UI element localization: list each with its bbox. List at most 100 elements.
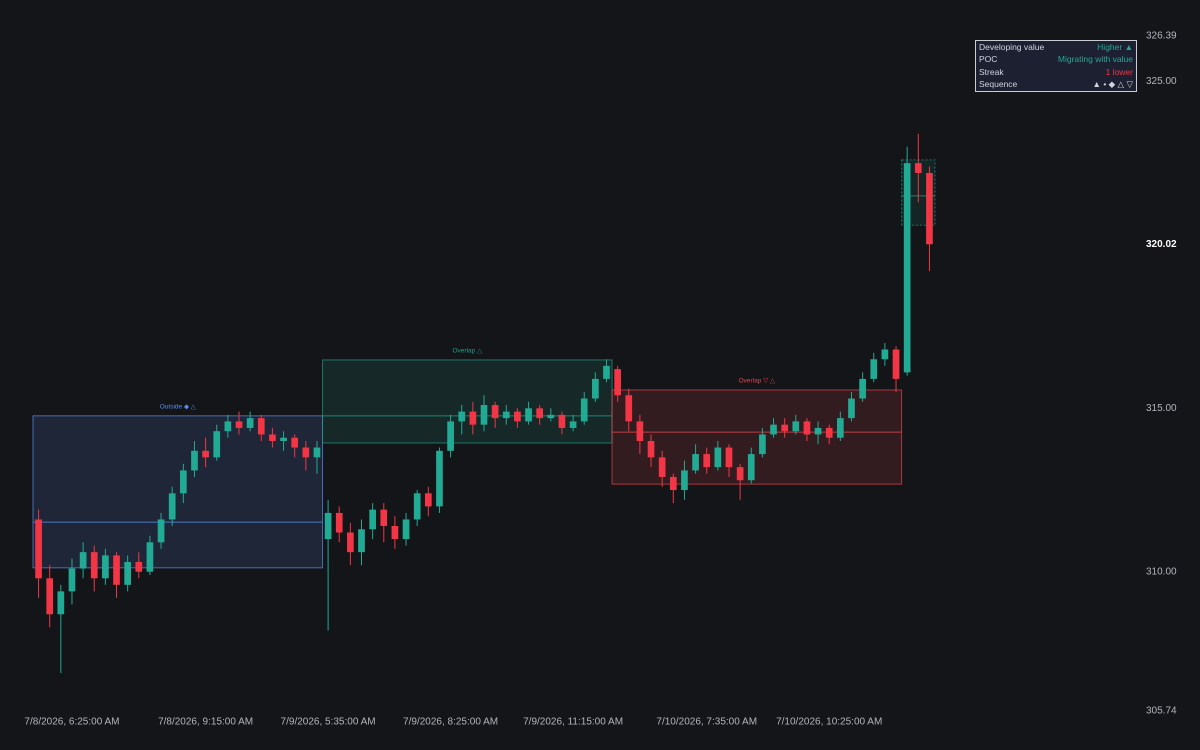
- status-value: ▲ • ◆ △ ▽: [1092, 79, 1133, 89]
- candle-body: [179, 470, 187, 494]
- candle-body: [35, 519, 42, 579]
- candle-body: [469, 411, 477, 425]
- candle-body: [569, 421, 577, 428]
- candle-body: [157, 519, 165, 543]
- candle-body: [658, 457, 666, 477]
- candle-body: [68, 568, 76, 592]
- candle-body: [926, 172, 933, 245]
- candle-body: [424, 493, 432, 507]
- candle-body: [703, 454, 711, 468]
- candle-body: [235, 421, 243, 428]
- y-tick-label: 310.00: [1146, 566, 1177, 577]
- candle-body: [681, 470, 688, 491]
- candle-body: [825, 427, 833, 438]
- candle-body: [837, 418, 844, 438]
- status-value: Migrating with value: [1057, 54, 1133, 64]
- candle-body: [669, 476, 677, 491]
- y-tick-label: 326.39: [1146, 31, 1177, 42]
- status-row: POC Migrating with value: [976, 54, 1136, 67]
- candle-body: [892, 349, 900, 379]
- candle-body: [725, 447, 733, 468]
- candle-body: [402, 519, 410, 540]
- status-row: Streak 1 lower: [976, 66, 1136, 79]
- candle-body: [291, 437, 299, 448]
- candle-body: [358, 529, 365, 553]
- status-value: Higher ▲: [1097, 41, 1133, 52]
- candle-body: [736, 467, 744, 481]
- y-tick-label: 315.00: [1146, 403, 1177, 414]
- last-price-label: 320.02: [1146, 239, 1177, 250]
- candle-body: [714, 447, 722, 468]
- status-value: 1 lower: [1105, 66, 1133, 77]
- candle-body: [636, 421, 644, 441]
- session-label: Outside ◆ △: [160, 404, 197, 411]
- candle-body: [90, 552, 98, 579]
- candle-body: [903, 163, 911, 373]
- value-area: [32, 415, 324, 569]
- candle-body: [335, 512, 343, 533]
- candle-body: [770, 424, 777, 435]
- candle-body: [391, 525, 399, 540]
- candle-body: [502, 411, 510, 419]
- candle-body: [547, 414, 555, 419]
- candle-body: [380, 509, 388, 526]
- x-tick-label: 7/9/2026, 5:35:00 AM: [281, 717, 376, 728]
- candle-body: [580, 398, 588, 422]
- candle-body: [759, 434, 766, 455]
- candle-body: [57, 591, 65, 615]
- candle-body: [914, 163, 922, 173]
- candle-body: [46, 578, 54, 615]
- candle-body: [168, 493, 176, 520]
- x-tick-label: 7/8/2026, 9:15:00 AM: [158, 717, 253, 728]
- x-tick-label: 7/9/2026, 11:15:00 AM: [523, 717, 623, 728]
- value-area: [611, 389, 903, 485]
- session-label: Overlap △: [453, 348, 484, 355]
- candle-body: [347, 532, 354, 553]
- candle-body: [692, 454, 699, 471]
- candle-body: [558, 414, 566, 428]
- candle-body: [480, 405, 488, 425]
- candle-body: [536, 408, 544, 419]
- candle-body: [458, 411, 466, 422]
- candle-body: [803, 421, 811, 435]
- candle-body: [603, 365, 610, 379]
- candle-body: [814, 427, 822, 435]
- candle-body: [102, 555, 109, 579]
- candle-body: [848, 398, 855, 419]
- status-label: POC: [979, 54, 998, 64]
- candle-body: [246, 418, 254, 428]
- status-label: Sequence: [979, 79, 1018, 89]
- candle-body: [525, 408, 532, 422]
- candle-body: [592, 378, 599, 399]
- candle-body: [436, 450, 443, 507]
- status-label: Developing value: [979, 41, 1045, 52]
- candle-body: [747, 454, 755, 481]
- candle-body: [191, 450, 198, 471]
- candle-body: [202, 450, 209, 458]
- y-tick-label: 305.74: [1146, 706, 1177, 717]
- candle-body: [146, 542, 154, 572]
- candle-body: [514, 411, 521, 422]
- candle-body: [124, 561, 131, 585]
- candle-body: [369, 509, 376, 530]
- candle-body: [113, 555, 120, 585]
- candle-body: [269, 434, 276, 441]
- candle-body: [881, 349, 889, 360]
- candle-body: [859, 378, 866, 399]
- candle-body: [870, 359, 878, 379]
- candle-body: [447, 421, 454, 451]
- candle-body: [625, 395, 633, 422]
- candle-body: [302, 447, 310, 458]
- candle-body: [257, 418, 265, 435]
- candle-body: [280, 437, 287, 441]
- candle-body: [224, 421, 232, 432]
- value-area: [322, 359, 613, 444]
- candle-body: [491, 405, 499, 419]
- candle-body: [792, 421, 800, 432]
- status-label: Streak: [979, 66, 1004, 77]
- status-row: Sequence ▲ • ◆ △ ▽: [976, 79, 1136, 92]
- candle-body: [614, 369, 621, 396]
- status-table: Developing value Higher ▲ POC Migrating wit…: [975, 40, 1137, 92]
